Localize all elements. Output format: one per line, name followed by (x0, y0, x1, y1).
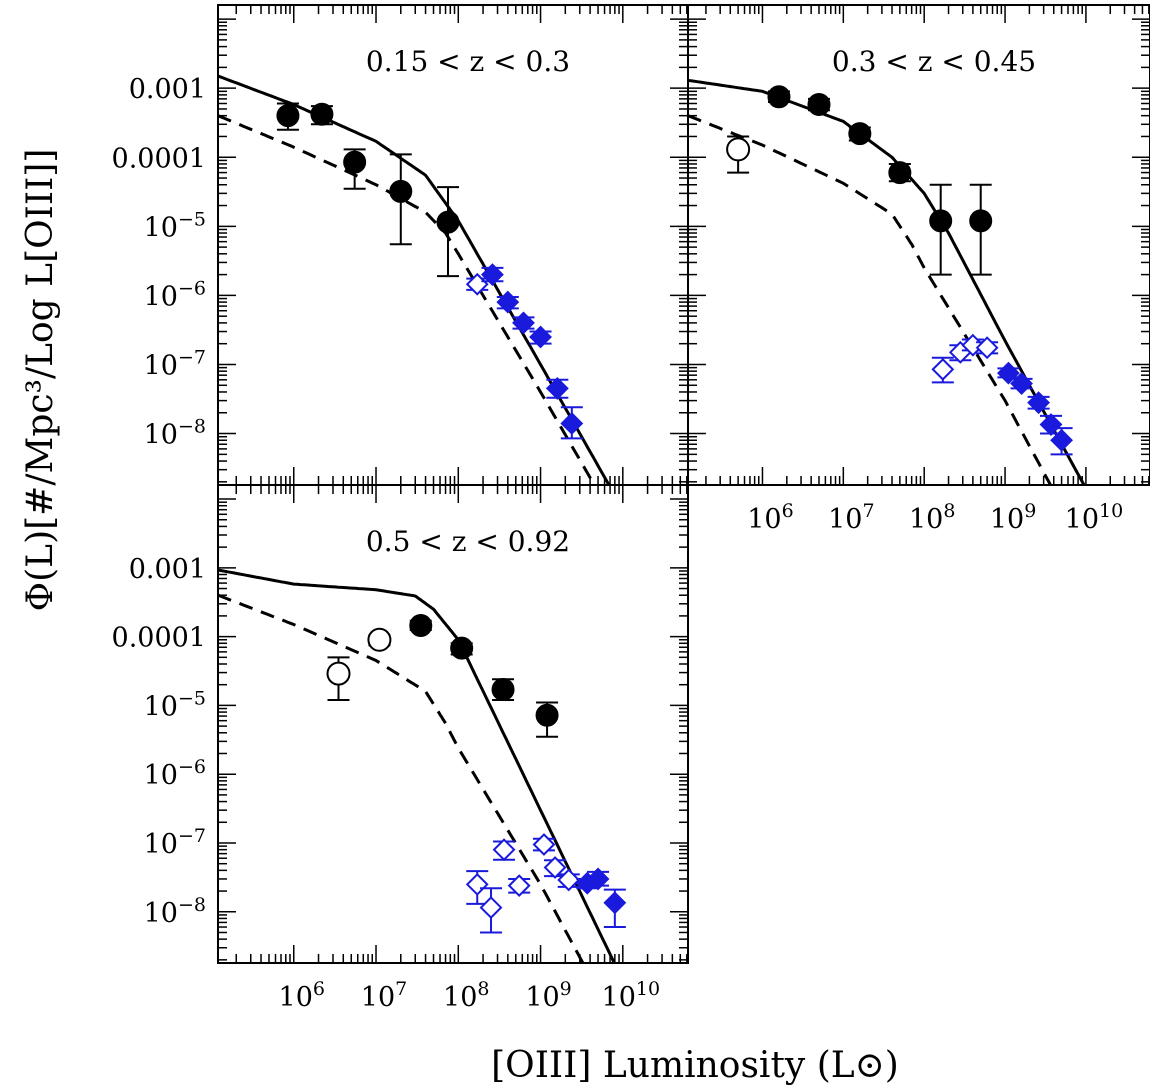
panel-0-blue-filled-point-1 (496, 290, 520, 314)
panel-2-blue-open-point-3 (507, 874, 531, 898)
panel-2-dashed-model-curve (218, 593, 585, 963)
panel-2-x-tick-label-0: 106 (279, 978, 325, 1013)
panel-1-x-tick-label-0: 106 (747, 500, 793, 535)
y-axis-label-group: Φ(L)[#/Mpc³/Log L[OIII]] (20, 149, 61, 612)
panel-1-black-filled-point-1 (807, 93, 831, 117)
panel-1-x-tick-label-4: 1010 (1065, 500, 1124, 535)
panel-2-y-tick-label-1: 0.0001 (112, 623, 206, 654)
panel-2-plot-area (218, 568, 616, 963)
panel-2-y-tick-label-5: 10−8 (144, 894, 206, 929)
panel-1-ticks (688, 5, 1150, 485)
panel-1-blue-filled-point-4 (1050, 428, 1073, 452)
panel-0-black-filled-point-2 (343, 150, 367, 174)
panel-1-black-filled-point-4 (929, 209, 953, 233)
panel-0-blue-filled-point-2 (512, 311, 535, 335)
panel-1-black-open-point-0 (726, 137, 751, 162)
panel-0-solid-model-curve (218, 74, 611, 485)
panel-2-black-filled-point-1 (450, 636, 474, 660)
panel-2-blue-filled-point-1 (586, 867, 610, 891)
panel-2-black-filled-point-3 (535, 703, 559, 727)
panel-2-data-points (326, 614, 627, 934)
panel-2-ticks (218, 485, 688, 963)
axes-layer (217, 4, 1150, 964)
panel-2-blue-open-point-2 (492, 838, 516, 862)
panel-0-ticks (218, 5, 688, 485)
panel-2-black-filled-point-2 (491, 678, 515, 702)
panel-1-data-points (726, 85, 1073, 456)
panel-1-x-tick-label-2: 108 (909, 500, 955, 535)
panel-1-black-filled-point-5 (969, 209, 993, 233)
panel-2-solid-model-curve (218, 568, 616, 963)
panel-0-blue-filled-point-0 (481, 263, 504, 287)
panel-2-frame (217, 484, 689, 964)
panel-2-y-tick-label-0: 0.001 (129, 554, 206, 585)
panel-0-dashed-model-curve (218, 114, 597, 485)
panel-1-blue-open-point-3 (975, 336, 999, 360)
panel-0-blue-filled-point-5 (560, 412, 584, 435)
panel-2-blue-open-point-6 (557, 868, 581, 892)
panel-2-blue-filled-point-2 (603, 891, 627, 915)
panel-2-blue-open-point-0 (465, 872, 489, 896)
panel-2-x-tick-label-1: 107 (361, 978, 407, 1013)
panel-0-blue-filled-point-3 (529, 325, 552, 349)
panel-0-y-tick-label-0: 0.001 (129, 74, 206, 105)
panel-1-blue-filled-point-1 (1010, 372, 1033, 395)
x-axis-label: [OIII] Luminosity (L⊙) (491, 1045, 899, 1086)
panel-2-black-open-point-1 (367, 627, 392, 652)
panel-1-black-filled-point-3 (888, 161, 912, 185)
panel-1-title: 0.3 < z < 0.45 (832, 45, 1036, 78)
panel-1-x-tick-label-3: 109 (990, 500, 1036, 535)
panel-0-data-points (276, 102, 584, 440)
panel-2-blue-open-point-1 (479, 896, 503, 920)
y-axis-label: Φ(L)[#/Mpc³/Log L[OIII]] (20, 149, 61, 612)
panel-2-blue-open-point-5 (543, 856, 567, 879)
panel-1-black-filled-point-2 (848, 122, 872, 146)
curves-layer (218, 74, 1086, 963)
panel-2-black-open-point-0 (326, 661, 351, 686)
panel-0-black-filled-point-4 (436, 210, 460, 234)
panel-1-blue-open-point-0 (931, 357, 955, 381)
panel-1-solid-model-curve (688, 78, 1086, 485)
panel-0-black-filled-point-3 (389, 179, 413, 203)
panel-0-title: 0.15 < z < 0.3 (366, 45, 570, 78)
panel-1-dashed-model-curve (688, 114, 1053, 485)
panel-2-y-tick-label-2: 10−5 (144, 687, 206, 722)
panel-2-x-tick-label-2: 108 (443, 978, 489, 1013)
panel-1-blue-filled-point-2 (1027, 391, 1051, 415)
panel-1-blue-filled-point-3 (1039, 413, 1063, 436)
panel-2-title: 0.5 < z < 0.92 (366, 525, 570, 558)
panel-2-x-tick-label-4: 1010 (602, 978, 661, 1013)
panel-0-y-tick-label-5: 10−8 (144, 416, 206, 451)
panel-2-black-filled-point-0 (409, 614, 433, 638)
panel-0-y-tick-label-1: 0.0001 (112, 143, 206, 174)
panel-0-black-filled-point-1 (310, 102, 334, 126)
panel-2-blue-open-point-4 (532, 833, 556, 856)
panel-1-frame (687, 4, 1150, 486)
panel-0-plot-area (218, 74, 611, 485)
panel-0-y-tick-label-3: 10−6 (144, 277, 206, 312)
points-layer (276, 85, 1073, 934)
panel-0-y-tick-label-2: 10−5 (144, 208, 206, 243)
panel-0-blue-filled-point-4 (545, 377, 569, 400)
panel-2-y-tick-label-4: 10−7 (144, 825, 206, 860)
panel-1-x-tick-label-1: 107 (828, 500, 874, 535)
panel-2-y-tick-label-3: 10−6 (144, 756, 206, 791)
panel-0-black-filled-point-0 (276, 104, 300, 128)
panel-0-y-tick-label-4: 10−7 (144, 346, 206, 381)
panel-1-black-filled-point-0 (767, 85, 791, 109)
panel-2-x-tick-label-3: 109 (525, 978, 571, 1013)
text-layer: 0.15 < z < 0.3 0.001 0.0001 10−5 10−6 10−7 10−… (112, 45, 1124, 1013)
